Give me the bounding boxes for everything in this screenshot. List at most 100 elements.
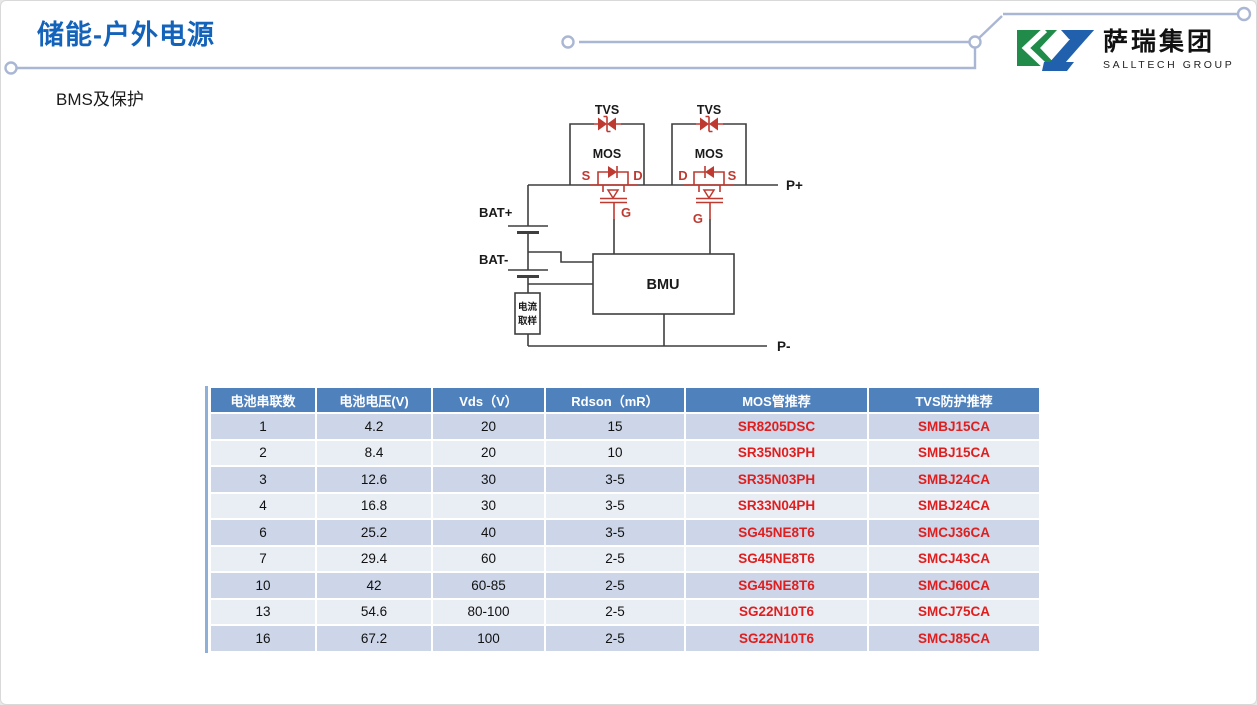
value-cell: 8.4 [317,440,431,465]
value-cell: 25.2 [317,520,431,545]
table-header-cell: Vds（V） [433,388,544,412]
value-cell: 13 [211,599,315,624]
value-cell: 30 [433,493,544,518]
value-cell: 60-85 [433,573,544,598]
bms-circuit-diagram: TVS TVS MOS MOS S D [479,103,803,354]
title-underline [17,48,977,70]
table-header-cell: MOS管推荐 [686,388,867,412]
part-number-cell: SR35N03PH [686,467,867,492]
value-cell: 7 [211,546,315,571]
tvs2-label: TVS [697,103,721,117]
part-number-cell: SG45NE8T6 [686,520,867,545]
part-number-cell: SMCJ75CA [869,599,1039,624]
mosfet2-drain-label: D [678,168,687,183]
table-header-row: 电池串联数 电池电压(V) Vds（V） Rdson（mR） MOS管推荐 TVS防护推荐 [211,388,1039,412]
bmu-label: BMU [646,277,679,293]
bat-minus-label: BAT- [479,252,508,267]
balance-tap-wire [528,251,593,263]
company-name-en: SALLTECH GROUP [1103,58,1235,71]
part-number-cell: SG22N10T6 [686,599,867,624]
page-title: 储能-户外电源 [37,20,215,50]
value-cell: 2-5 [546,599,684,624]
value-cell: 40 [433,520,544,545]
current-sampling-box [514,292,541,335]
mos2-label: MOS [695,147,723,161]
value-cell: 2-5 [546,626,684,651]
table-row: 10 42 60-85 2-5 SG45NE8T6 SMCJ60CA [211,573,1039,598]
mosfet2-icon [684,166,734,254]
bat-plus-label: BAT+ [479,205,513,220]
current-sampling-label-2: 取样 [518,315,538,327]
value-cell: 60 [433,546,544,571]
section-subtitle: BMS及保护 [56,90,144,109]
table-row: 6 25.2 40 3-5 SG45NE8T6 SMCJ36CA [211,520,1039,545]
recommendation-table: 电池串联数 电池电压(V) Vds（V） Rdson（mR） MOS管推荐 TVS防护推荐… [209,386,1041,653]
company-name: 萨瑞集团 [1103,28,1216,57]
part-number-cell: SMBJ24CA [869,493,1039,518]
mosfet2-source-label: S [728,168,737,183]
value-cell: 4 [211,493,315,518]
current-sampling-label-1: 电流 [518,301,538,313]
mosfet2-gate-label: G [693,211,703,226]
mosfet1-gate-label: G [621,205,631,220]
tvs2-diode-icon [696,115,723,133]
value-cell: 42 [317,573,431,598]
value-cell: 30 [433,467,544,492]
value-cell: 4.2 [317,414,431,439]
value-cell: 80-100 [433,599,544,624]
value-cell: 3-5 [546,467,684,492]
value-cell: 16.8 [317,493,431,518]
company-logo-text: 萨瑞集团 SALLTECH GROUP [1103,29,1234,71]
value-cell: 10 [211,573,315,598]
recommendation-table-wrap: 电池串联数 电池电压(V) Vds（V） Rdson（mR） MOS管推荐 TVS防护推荐… [205,386,1041,653]
value-cell: 3-5 [546,493,684,518]
value-cell: 2 [211,440,315,465]
value-cell: 3 [211,467,315,492]
table-row: 3 12.6 30 3-5 SR35N03PH SMBJ24CA [211,467,1039,492]
table-header-cell: 电池串联数 [211,388,315,412]
mosfet1-source-label: S [582,168,591,183]
part-number-cell: SG22N10T6 [686,626,867,651]
value-cell: 6 [211,520,315,545]
battery2-icon [508,269,548,278]
company-logo: 萨瑞集团 SALLTECH GROUP [1015,21,1247,79]
table-row: 4 16.8 30 3-5 SR33N04PH SMBJ24CA [211,493,1039,518]
company-logo-icon [1017,27,1094,71]
part-number-cell: SMBJ15CA [869,440,1039,465]
tvs1-loop-wire [569,123,645,185]
part-number-cell: SMCJ60CA [869,573,1039,598]
table-row: 7 29.4 60 2-5 SG45NE8T6 SMCJ43CA [211,546,1039,571]
part-number-cell: SMCJ36CA [869,520,1039,545]
tvs1-label: TVS [595,103,619,117]
connector-node-icon [968,35,982,49]
mosfet1-icon [589,166,638,254]
part-number-cell: SMCJ85CA [869,626,1039,651]
table-row: 16 67.2 100 2-5 SG22N10T6 SMCJ85CA [211,626,1039,651]
part-number-cell: SMCJ43CA [869,546,1039,571]
table-row: 1 4.2 20 15 SR8205DSC SMBJ15CA [211,414,1039,439]
value-cell: 2-5 [546,573,684,598]
table-row: 13 54.6 80-100 2-5 SG22N10T6 SMCJ75CA [211,599,1039,624]
mosfet1-drain-label: D [633,168,642,183]
diagonal-connector-line [978,15,1003,39]
battery1-icon [508,225,548,234]
decorative-connector-lines [4,6,1252,75]
value-cell: 67.2 [317,626,431,651]
mos1-label: MOS [593,147,621,161]
p-plus-label: P+ [786,178,803,193]
p-minus-label: P- [777,339,791,354]
value-cell: 12.6 [317,467,431,492]
value-cell: 20 [433,414,544,439]
table-header-cell: Rdson（mR） [546,388,684,412]
part-number-cell: SG45NE8T6 [686,546,867,571]
tvs1-diode-icon [594,115,621,133]
table-header-cell: 电池电压(V) [317,388,431,412]
connector-node-icon [561,35,575,49]
connector-node-icon [4,61,18,75]
value-cell: 16 [211,626,315,651]
value-cell: 2-5 [546,546,684,571]
table-header-cell: TVS防护推荐 [869,388,1039,412]
part-number-cell: SMBJ24CA [869,467,1039,492]
value-cell: 1 [211,414,315,439]
